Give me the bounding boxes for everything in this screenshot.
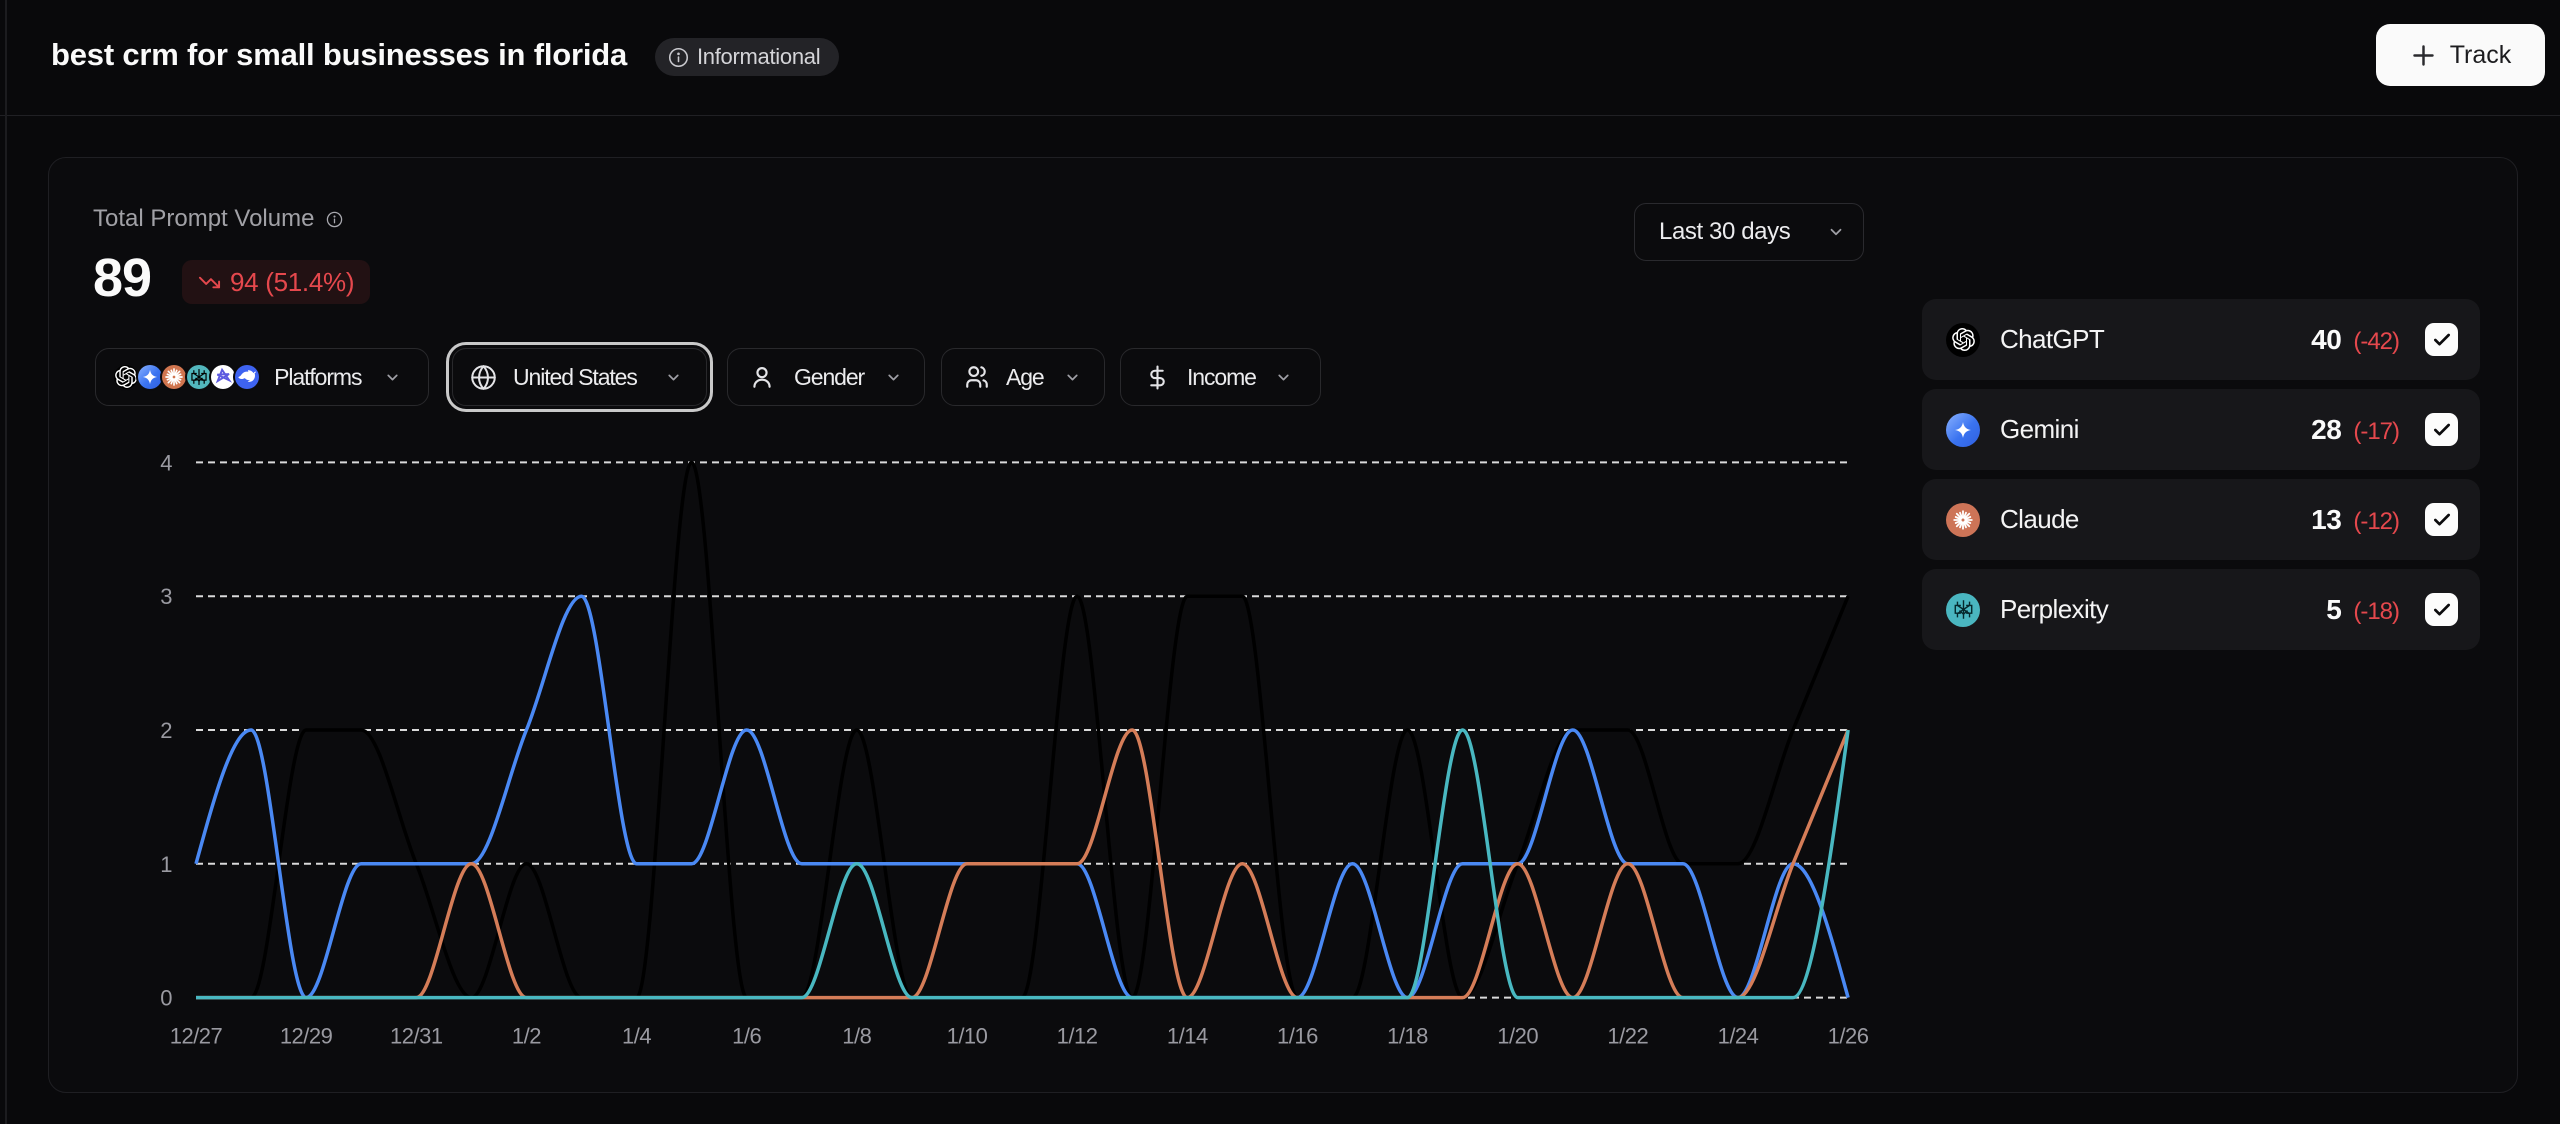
- svg-text:1/2: 1/2: [512, 1024, 541, 1049]
- svg-text:1: 1: [160, 852, 172, 877]
- svg-text:4: 4: [160, 450, 172, 475]
- svg-text:1/26: 1/26: [1828, 1024, 1869, 1049]
- svg-text:1/4: 1/4: [622, 1024, 651, 1049]
- svg-text:1/6: 1/6: [732, 1024, 761, 1049]
- svg-text:0: 0: [160, 986, 172, 1011]
- svg-text:3: 3: [160, 584, 172, 609]
- svg-text:12/29: 12/29: [280, 1024, 333, 1049]
- svg-text:1/12: 1/12: [1057, 1024, 1098, 1049]
- svg-text:1/22: 1/22: [1607, 1024, 1648, 1049]
- svg-text:1/14: 1/14: [1167, 1024, 1208, 1049]
- svg-text:2: 2: [160, 718, 172, 743]
- svg-text:12/27: 12/27: [170, 1024, 223, 1049]
- svg-text:1/24: 1/24: [1718, 1024, 1759, 1049]
- svg-text:1/16: 1/16: [1277, 1024, 1318, 1049]
- svg-text:1/18: 1/18: [1387, 1024, 1428, 1049]
- svg-text:12/31: 12/31: [390, 1024, 443, 1049]
- svg-text:1/8: 1/8: [842, 1024, 871, 1049]
- svg-text:1/20: 1/20: [1497, 1024, 1538, 1049]
- svg-text:1/10: 1/10: [947, 1024, 988, 1049]
